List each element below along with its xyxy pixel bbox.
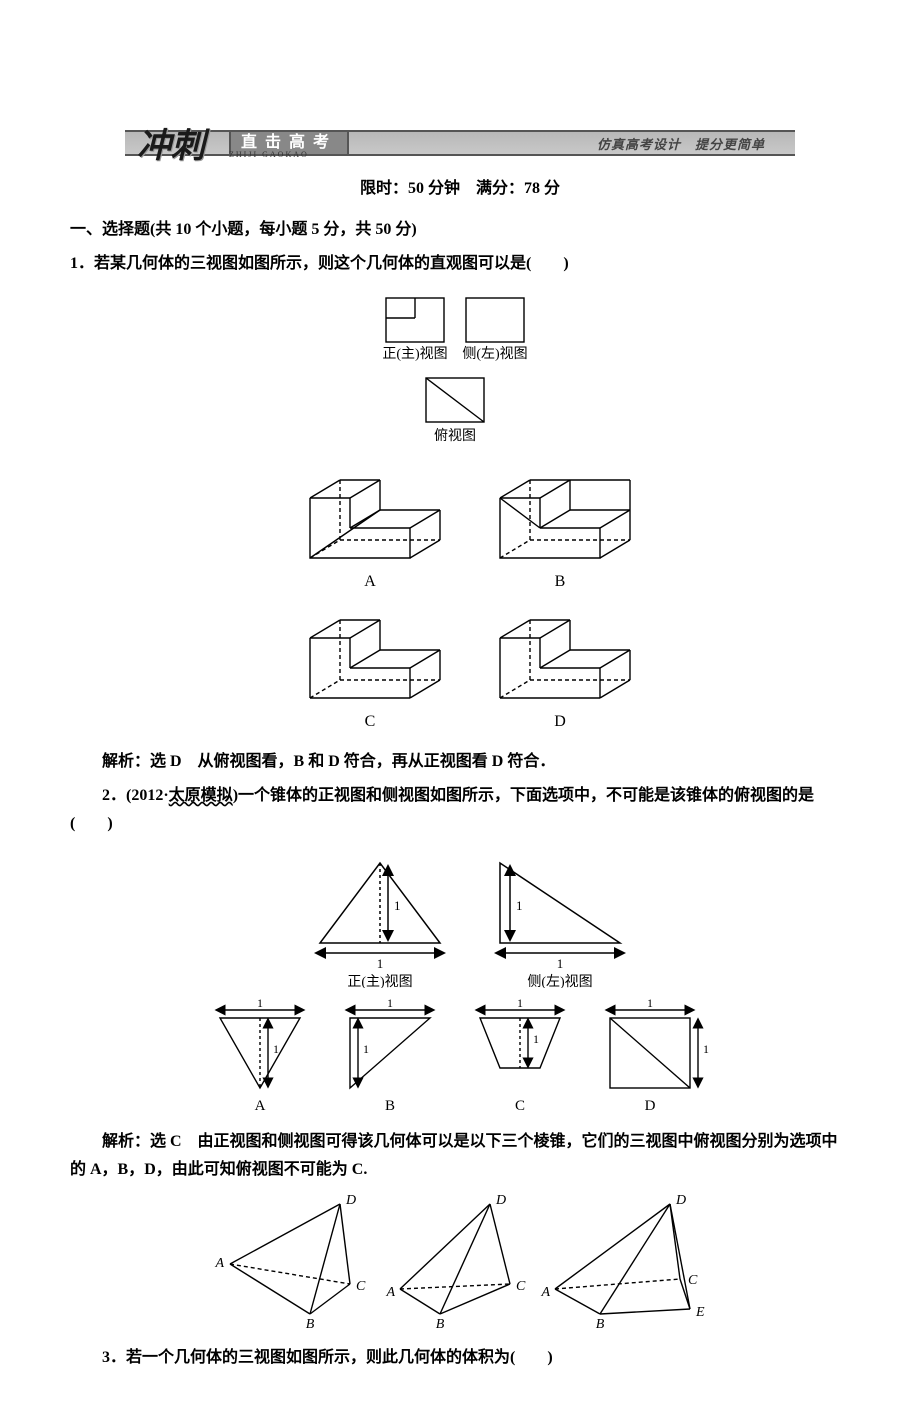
q2-opt-a: A: [255, 1098, 266, 1114]
banner-sub: ZHIJI GAOKAO: [229, 150, 309, 159]
svg-text:1: 1: [273, 1042, 279, 1056]
banner-right: 仿真高考设计 提分更简单: [597, 134, 765, 153]
pyr3-E: E: [695, 1305, 705, 1320]
pyr1-A: A: [214, 1256, 224, 1271]
banner-title: 冲刺: [137, 118, 205, 167]
q2-stem-a: 2．(2012·: [102, 787, 169, 804]
svg-text:1: 1: [517, 998, 523, 1010]
svg-text:1: 1: [703, 1042, 709, 1056]
front-caption: 正(主)视图: [382, 346, 447, 362]
pyr3-C: C: [688, 1273, 698, 1288]
q2-stem: 2．(2012·太原模拟)一个锥体的正视图和侧视图如图所示，下面选项中，不可能是…: [70, 782, 850, 838]
opt-d-label: D: [554, 713, 566, 730]
svg-text:1: 1: [377, 956, 384, 971]
q3-stem: 3．若一个几何体的三视图如图所示，则此几何体的体积为( ): [70, 1344, 850, 1372]
q2-stem-wavy: 太原模拟: [169, 787, 233, 804]
svg-text:1: 1: [647, 998, 653, 1010]
pyr1-B: B: [306, 1317, 315, 1332]
svg-text:1: 1: [363, 1042, 369, 1056]
pyr2-B: B: [436, 1317, 445, 1332]
opt-c-label: C: [365, 713, 376, 730]
banner: 冲刺 直击高考 ZHIJI GAOKAO 仿真高考设计 提分更简单: [125, 130, 795, 156]
q1-views: 正(主)视图 侧(左)视图 俯视图: [70, 288, 850, 458]
section-heading: 一、选择题(共 10 个小题，每小题 5 分，共 50 分): [70, 216, 850, 244]
time-limit: 限时：50 分钟 满分：78 分: [70, 174, 850, 198]
svg-text:1: 1: [257, 998, 263, 1010]
q2-answer: 解析：选 C 由正视图和侧视图可得该几何体可以是以下三个棱锥，它们的三视图中俯视…: [70, 1128, 850, 1184]
q2-views: 1 1 正(主)视图 1 1 侧(左)视图: [70, 848, 850, 988]
q2-opt-c: C: [515, 1098, 525, 1114]
q2-side-caption: 侧(左)视图: [527, 974, 592, 988]
pyr2-A: A: [385, 1285, 395, 1300]
pyr3-A: A: [540, 1285, 550, 1300]
pyr2-D: D: [495, 1194, 506, 1208]
side-caption: 侧(左)视图: [462, 346, 527, 362]
svg-text:1: 1: [533, 1032, 539, 1046]
opt-a-label: A: [364, 573, 376, 590]
svg-text:1: 1: [516, 898, 523, 913]
q2-opt-b: B: [385, 1098, 395, 1114]
pyr3-D: D: [675, 1194, 686, 1208]
opt-b-label: B: [555, 573, 566, 590]
top-caption: 俯视图: [434, 428, 476, 444]
svg-text:1: 1: [387, 998, 393, 1010]
q1-answer: 解析：选 D 从俯视图看，B 和 D 符合，再从正视图看 D 符合．: [70, 748, 850, 776]
pyr1-C: C: [356, 1279, 366, 1294]
svg-text:1: 1: [557, 956, 564, 971]
q1-stem: 1．若某几何体的三视图如图所示，则这个几何体的直观图可以是( ): [70, 250, 850, 278]
q1-options-row1: A B: [70, 468, 850, 598]
pyr2-C: C: [516, 1279, 526, 1294]
q2-pyramids: A B C D A B C D: [70, 1194, 850, 1334]
q2-options: 1 1 A 1 1 B 1 1 C: [70, 998, 850, 1118]
q1-options-row2: C D: [70, 608, 850, 738]
pyr3-B: B: [596, 1317, 605, 1332]
q2-front-caption: 正(主)视图: [347, 974, 412, 988]
pyr1-D: D: [345, 1194, 356, 1208]
svg-text:1: 1: [394, 898, 401, 913]
q2-opt-d: D: [645, 1098, 656, 1114]
